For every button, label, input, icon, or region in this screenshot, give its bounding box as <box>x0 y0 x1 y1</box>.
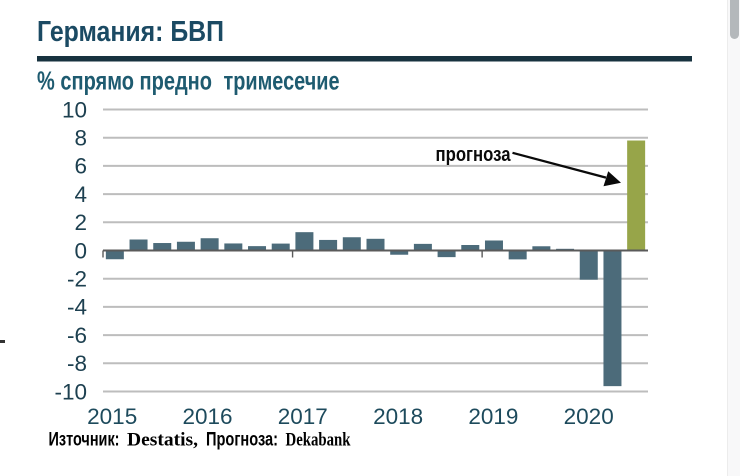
svg-text:-2: -2 <box>67 267 87 292</box>
svg-text:6: 6 <box>74 154 87 179</box>
svg-text:-10: -10 <box>54 379 87 404</box>
svg-text:2018: 2018 <box>373 404 423 429</box>
svg-text:4: 4 <box>74 182 87 207</box>
svg-text:Прогноза:: Прогноза: <box>206 430 278 451</box>
svg-text:% спрямо предно: % спрямо предно <box>37 66 212 96</box>
svg-text:Dekabank: Dekabank <box>286 430 351 451</box>
svg-text:10: 10 <box>62 97 87 122</box>
svg-text:-4: -4 <box>67 295 87 320</box>
svg-text:Източник:: Източник: <box>49 430 120 451</box>
svg-text:8: 8 <box>74 126 87 151</box>
svg-text:0: 0 <box>74 238 87 263</box>
svg-text:-6: -6 <box>67 323 87 348</box>
svg-text:прогноза: прогноза <box>436 144 512 166</box>
svg-text:2017: 2017 <box>278 404 328 429</box>
svg-text:тримесечие: тримесечие <box>224 66 340 96</box>
svg-text:-8: -8 <box>67 351 87 376</box>
svg-text:2019: 2019 <box>468 404 518 429</box>
svg-text:2: 2 <box>74 210 87 235</box>
svg-text:Destatis,: Destatis, <box>127 430 198 451</box>
svg-text:2015: 2015 <box>87 404 137 429</box>
svg-text:2020: 2020 <box>564 404 614 429</box>
svg-text:2016: 2016 <box>182 404 232 429</box>
svg-text:Германия: БВП: Германия: БВП <box>37 16 224 48</box>
